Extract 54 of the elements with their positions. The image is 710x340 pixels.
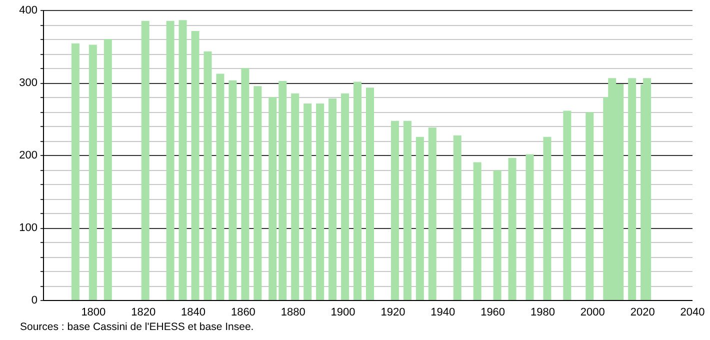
x-tick-label: 2000 (580, 306, 605, 318)
source-note: Sources : base Cassini de l'EHESS et base Insee. (20, 321, 254, 333)
x-tick-label: 1980 (530, 306, 555, 318)
y-tick-label: 200 (19, 150, 38, 162)
x-tick-label: 1800 (81, 306, 106, 318)
y-tick-label: 300 (19, 77, 38, 89)
y-tick-label: 0 (31, 294, 38, 306)
bar (366, 88, 374, 300)
x-tick-label: 1920 (380, 306, 406, 318)
x-tick-label: 1880 (280, 306, 306, 318)
x-tick-label: 2020 (630, 306, 655, 318)
x-tick-label: 2040 (680, 306, 705, 318)
x-tick-label: 1940 (430, 306, 456, 318)
bar (390, 120, 399, 300)
bar (643, 78, 652, 300)
bar (328, 98, 337, 300)
bar (141, 20, 150, 300)
bar (268, 97, 277, 300)
bar (493, 170, 502, 300)
bar (71, 43, 80, 300)
bar (178, 20, 187, 300)
x-tick-label: 1860 (230, 306, 256, 318)
y-tick-label: 100 (19, 222, 38, 234)
bar (278, 81, 287, 300)
bar (304, 104, 312, 300)
x-tick-label: 1900 (330, 306, 356, 318)
bar (526, 154, 534, 300)
y-tick-label: 400 (19, 4, 38, 16)
bar (563, 110, 572, 300)
bar (291, 93, 300, 300)
bar (104, 39, 112, 300)
bar (453, 135, 462, 300)
x-tick-label: 1820 (131, 306, 156, 318)
bar (166, 20, 174, 300)
bar (508, 158, 516, 300)
x-tick-label: 1960 (480, 306, 506, 318)
bar (628, 78, 636, 300)
bar (241, 68, 250, 300)
bar (254, 86, 262, 300)
bar (204, 51, 212, 300)
bar (354, 82, 362, 300)
bar (341, 93, 350, 300)
bar (88, 44, 97, 300)
x-tick-label: 1840 (181, 306, 206, 318)
bar (228, 80, 237, 300)
bar (586, 112, 594, 300)
bar (191, 31, 200, 300)
bar (403, 120, 412, 300)
bar (316, 104, 324, 300)
bar (428, 127, 436, 300)
bar (473, 162, 482, 300)
bar (543, 136, 552, 300)
bar (216, 74, 224, 300)
bar (416, 136, 424, 300)
